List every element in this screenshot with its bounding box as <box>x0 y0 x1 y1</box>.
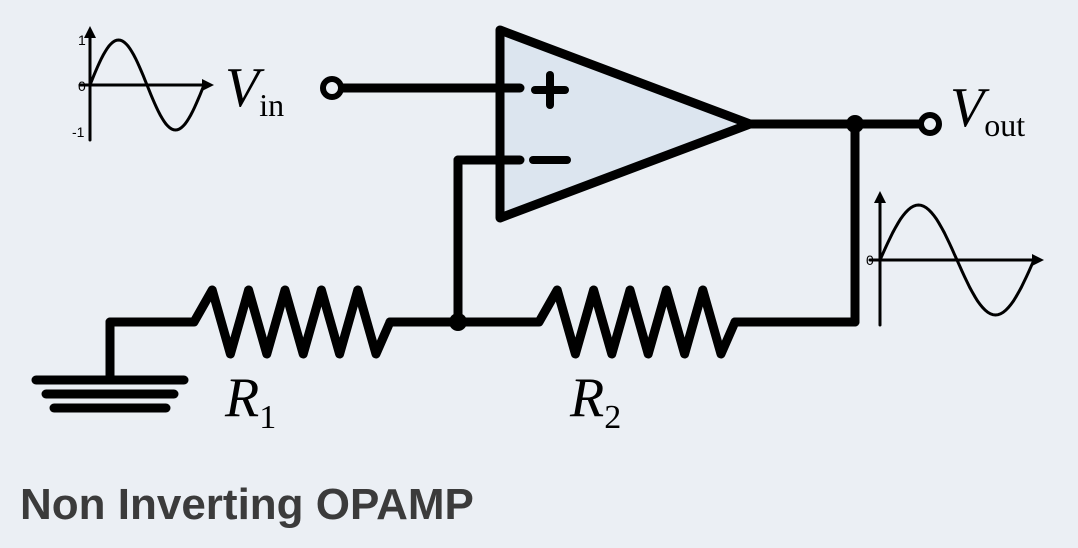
circuit-svg <box>0 0 1078 548</box>
diagram-title: Non Inverting OPAMP <box>20 480 474 530</box>
diagram-stage: Vin Vout R1 R2 1 0 -1 0 Non Inverting OP… <box>0 0 1078 548</box>
